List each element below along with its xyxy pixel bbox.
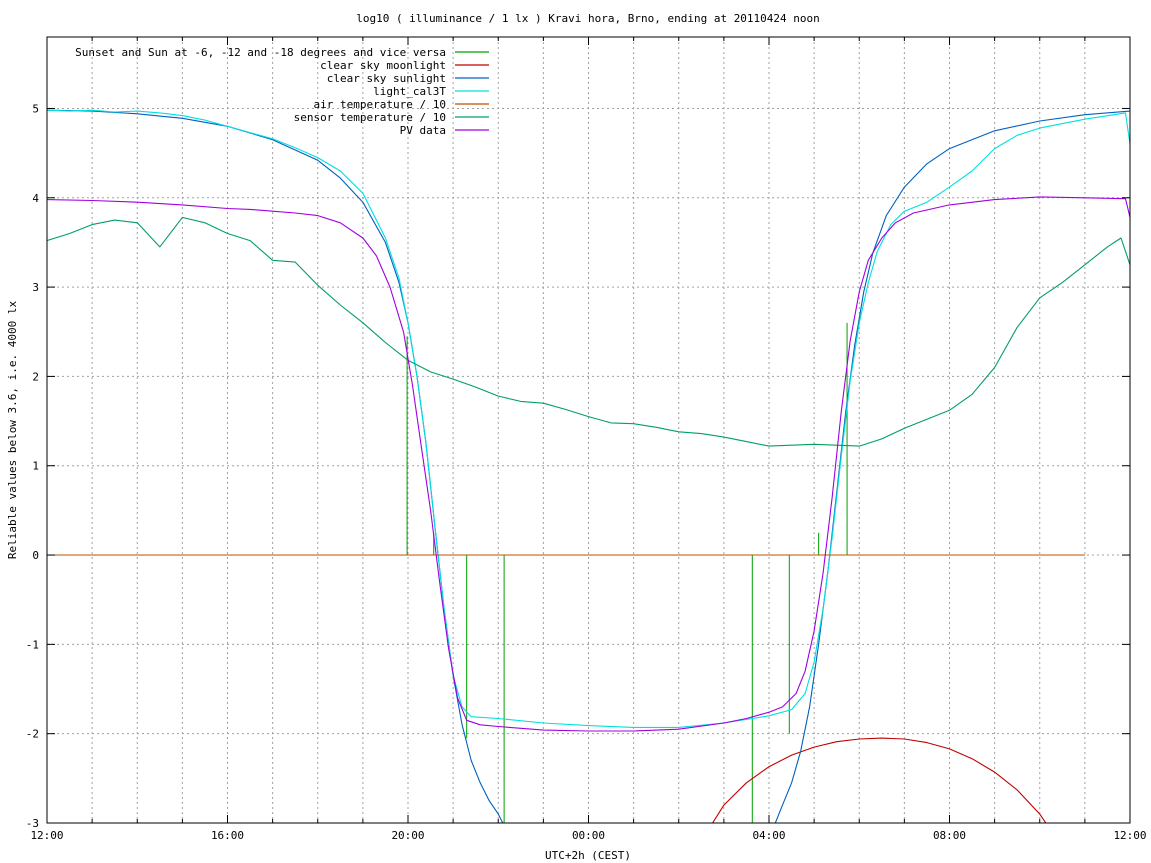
series-pv-data bbox=[47, 196, 1130, 732]
x-tick-label: 12:00 bbox=[30, 829, 63, 842]
x-axis-label: UTC+2h (CEST) bbox=[545, 849, 631, 862]
legend-label: Sunset and Sun at -6, -12 and -18 degree… bbox=[75, 46, 446, 59]
legend-entry: sensor temperature / 10 bbox=[294, 111, 489, 124]
y-axis-label: Reliable values below 3.6, i.e. 4000 lx bbox=[6, 300, 19, 559]
series-layer bbox=[47, 109, 1130, 823]
y-tick-label: 0 bbox=[32, 549, 39, 562]
y-tick-label: 3 bbox=[32, 281, 39, 294]
series-sunset-and-sun-at-6-12-and-18-degrees-and-vice-versa bbox=[406, 322, 848, 823]
legend-entry: light_cal3T bbox=[373, 85, 489, 98]
legend: Sunset and Sun at -6, -12 and -18 degree… bbox=[75, 46, 489, 137]
series-clear-sky-moonlight bbox=[711, 737, 1047, 823]
x-tick-label: 12:00 bbox=[1113, 829, 1146, 842]
x-tick-label: 08:00 bbox=[933, 829, 966, 842]
legend-label: sensor temperature / 10 bbox=[294, 111, 446, 124]
y-tick-label: -3 bbox=[26, 817, 39, 830]
y-tick-label: 4 bbox=[32, 192, 39, 205]
x-tick-label: 04:00 bbox=[752, 829, 785, 842]
y-tick-label: 2 bbox=[32, 370, 39, 383]
tick-labels: 12:00 16:00 20:00 00:00 04:00 08:00 12:00-3-2-… bbox=[26, 102, 1147, 842]
chart-title: log10 ( illuminance / 1 lx ) Kravi hora,… bbox=[356, 12, 820, 25]
legend-label: clear sky sunlight bbox=[327, 72, 446, 85]
legend-entry: clear sky sunlight bbox=[327, 72, 489, 85]
series-line bbox=[47, 196, 1130, 732]
y-tick-label: -1 bbox=[26, 638, 39, 651]
legend-label: light_cal3T bbox=[373, 85, 446, 98]
legend-entry: Sunset and Sun at -6, -12 and -18 degree… bbox=[75, 46, 489, 59]
plot-frame bbox=[46, 36, 1131, 824]
grid-lines bbox=[47, 37, 1130, 823]
series-line bbox=[711, 737, 1047, 823]
y-tick-label: 5 bbox=[32, 102, 39, 115]
series-sensor-temperature-10 bbox=[47, 216, 1130, 447]
legend-label: PV data bbox=[400, 124, 446, 137]
x-tick-label: 20:00 bbox=[391, 829, 424, 842]
series-line bbox=[47, 109, 1130, 728]
legend-label: air temperature / 10 bbox=[314, 98, 446, 111]
legend-label: clear sky moonlight bbox=[320, 59, 446, 72]
x-tick-label: 16:00 bbox=[211, 829, 244, 842]
x-tick-label: 00:00 bbox=[572, 829, 605, 842]
legend-entry: clear sky moonlight bbox=[320, 59, 489, 72]
axis-ticks bbox=[46, 37, 1131, 824]
y-tick-label: -2 bbox=[26, 728, 39, 741]
series-line bbox=[47, 216, 1130, 447]
legend-entry: PV data bbox=[400, 124, 489, 137]
series-light-cal3t bbox=[47, 109, 1130, 728]
legend-entry: air temperature / 10 bbox=[314, 98, 489, 111]
y-tick-label: 1 bbox=[32, 460, 39, 473]
